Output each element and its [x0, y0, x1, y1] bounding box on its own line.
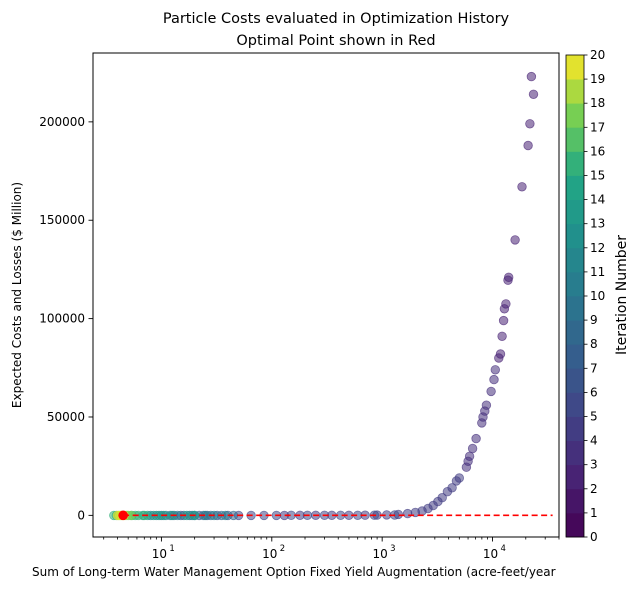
data-point: [499, 304, 510, 314]
colorbar-tick-label: 5: [590, 410, 598, 424]
data-point: [442, 487, 453, 497]
data-point: [477, 418, 487, 428]
colorbar-segment: [566, 488, 584, 514]
data-point: [489, 374, 499, 385]
colorbar-tick-label: 10: [590, 289, 605, 303]
x-tick-label: 10: [262, 547, 277, 561]
data-point: [523, 140, 533, 151]
y-tick-label: 0: [77, 508, 85, 522]
x-tick-label: 10: [373, 547, 388, 561]
data-point: [486, 386, 496, 397]
colorbar-segment: [566, 103, 584, 128]
x-axis: 10 1 10 2 10 3 10 4: [103, 537, 560, 561]
colorbar-segment: [566, 344, 584, 369]
data-point: [402, 508, 413, 519]
colorbar-tick-label: 0: [590, 530, 598, 544]
colorbar-label: Iteration Number: [614, 235, 630, 355]
data-point: [451, 476, 462, 486]
colorbar-tick-label: 14: [590, 193, 605, 207]
colorbar-segment: [566, 464, 584, 490]
data-point: [525, 119, 535, 129]
colorbar-tick-label: 9: [590, 313, 598, 327]
colorbar-tick-label: 13: [590, 217, 605, 231]
colorbar-segment: [566, 175, 584, 200]
colorbar-segment: [566, 440, 584, 466]
y-tick-label: 200000: [39, 115, 85, 129]
colorbar-segment: [566, 55, 584, 80]
colorbar-tick-label: 17: [590, 120, 605, 134]
x-tick-exponent: 1: [169, 544, 174, 554]
data-point: [503, 275, 513, 285]
data-point: [510, 235, 520, 245]
colorbar-tick-label: 6: [590, 385, 598, 399]
colorbar-tick-label: 2: [590, 482, 598, 496]
reference-layer: [118, 510, 553, 521]
colorbar-segment: [566, 223, 584, 249]
colorbar-tick-label: 16: [590, 144, 605, 158]
y-tick-label: 150000: [39, 213, 85, 227]
colorbar-segment: [566, 320, 584, 345]
y-axis-label: Expected Costs and Losses ($ Million): [10, 182, 24, 408]
colorbar-tick-label: 18: [590, 96, 605, 110]
colorbar-tick-label: 4: [590, 434, 598, 448]
colorbar-segment: [566, 151, 584, 176]
x-tick-exponent: 4: [501, 544, 506, 554]
optimal-point: [118, 510, 128, 521]
x-tick-exponent: 2: [280, 544, 285, 554]
colorbar-segment: [566, 79, 584, 104]
x-axis-label: Sum of Long-term Water Management Option…: [32, 565, 556, 579]
plot-frame: [92, 52, 560, 538]
colorbar-tick-label: 20: [590, 48, 605, 62]
data-point: [526, 71, 537, 82]
y-axis: 0 50000 100000 150000 200000: [39, 115, 93, 522]
colorbar-segment: [566, 271, 584, 297]
colorbar-tick-label: 3: [590, 458, 598, 472]
x-tick-label: 10: [483, 547, 498, 561]
colorbar-tick-label: 1: [590, 506, 598, 520]
colorbar-segment: [566, 296, 584, 321]
data-point: [471, 433, 481, 444]
data-point: [497, 331, 507, 342]
data-point: [494, 353, 504, 363]
colorbar-tick-label: 8: [590, 337, 598, 351]
colorbar-segment: [566, 247, 584, 273]
x-tick-exponent: 3: [390, 544, 395, 554]
data-point: [517, 182, 527, 192]
colorbar-segment: [566, 512, 584, 538]
colorbar-tick-label: 19: [590, 72, 605, 86]
colorbar-tick-label: 15: [590, 169, 605, 183]
colorbar-segment: [566, 392, 584, 417]
colorbar-segment: [566, 416, 584, 441]
data-point: [490, 365, 501, 375]
x-tick-label: 10: [152, 547, 167, 561]
colorbar-tick-label: 7: [590, 361, 598, 375]
y-tick-label: 100000: [39, 312, 85, 326]
colorbar-segment: [566, 368, 584, 393]
data-point: [467, 443, 478, 454]
colorbar-segment: [566, 199, 584, 225]
points-layer: [109, 71, 539, 521]
data-point: [528, 89, 539, 100]
data-point: [498, 315, 509, 326]
plot-area: [92, 52, 560, 538]
colorbar-tick-label: 11: [590, 265, 605, 279]
colorbar-tick-label: 12: [590, 241, 605, 255]
plot-background: [93, 53, 559, 537]
data-point: [461, 462, 472, 472]
y-tick-label: 50000: [47, 410, 85, 424]
chart-title: Particle Costs evaluated in Optimization…: [163, 11, 510, 27]
colorbar-segment: [566, 127, 584, 152]
chart-subtitle: Optimal Point shown in Red: [236, 33, 435, 49]
